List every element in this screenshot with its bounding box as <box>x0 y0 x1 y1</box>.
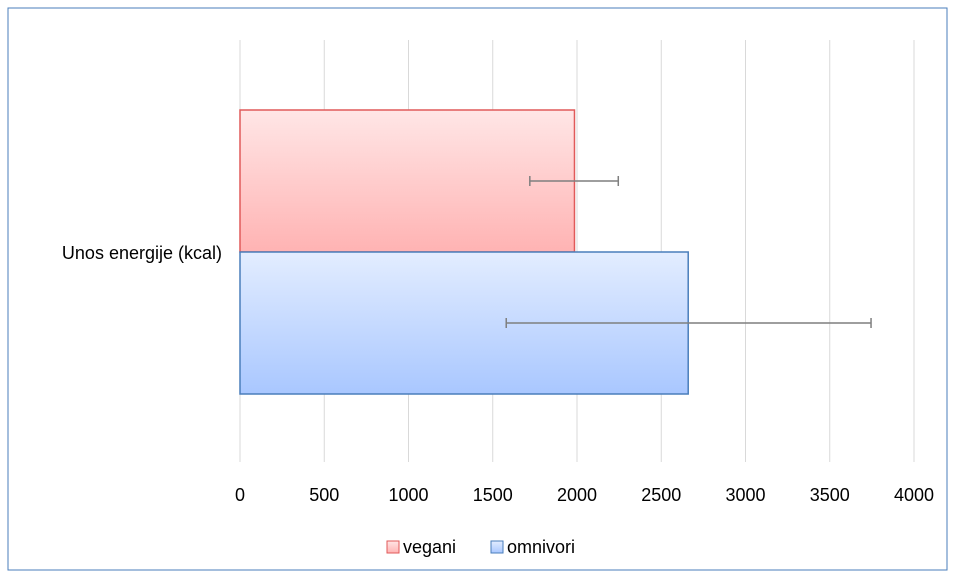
legend-label-omnivori: omnivori <box>507 537 575 557</box>
x-axis-ticks: 0 500 1000 1500 2000 2500 3000 3500 4000 <box>235 485 934 505</box>
x-tick-label-500: 500 <box>309 485 339 505</box>
legend: vegani omnivori <box>386 537 575 557</box>
legend-label-vegani: vegani <box>403 537 456 557</box>
x-tick-label-3500: 3500 <box>810 485 850 505</box>
legend-swatch-vegani <box>386 540 400 554</box>
x-tick-label-1000: 1000 <box>388 485 428 505</box>
error-bars <box>505 176 872 328</box>
x-tick-label-4000: 4000 <box>894 485 934 505</box>
bar-vegani <box>239 109 576 253</box>
x-tick-label-1500: 1500 <box>473 485 513 505</box>
legend-swatch-omnivori <box>490 540 504 554</box>
category-label: Unos energije (kcal) <box>62 243 222 263</box>
x-tick-label-3000: 3000 <box>725 485 765 505</box>
x-tick-label-0: 0 <box>235 485 245 505</box>
x-tick-label-2000: 2000 <box>557 485 597 505</box>
x-tick-label-2500: 2500 <box>641 485 681 505</box>
